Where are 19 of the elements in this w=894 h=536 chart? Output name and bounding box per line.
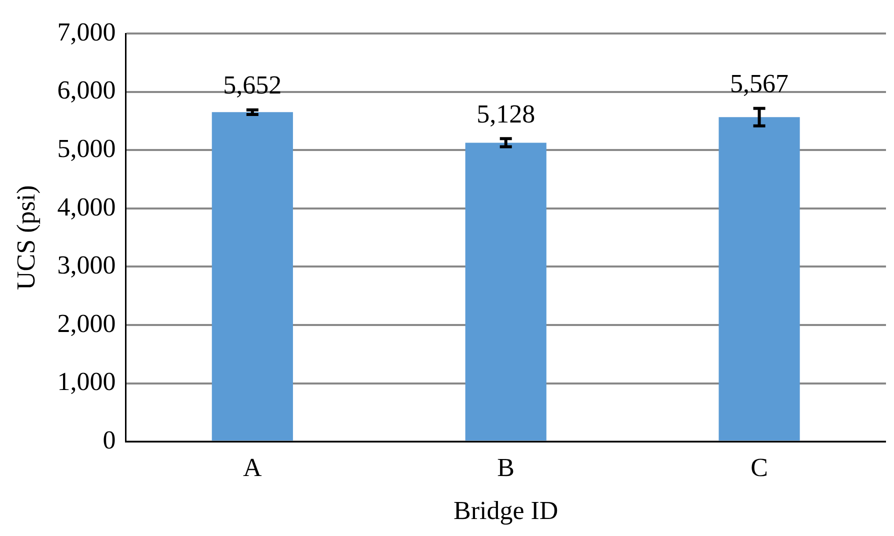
data-label: 5,128 (476, 99, 536, 128)
x-tick-label: C (750, 453, 768, 482)
y-tick-label: 3,000 (57, 250, 116, 280)
y-tick-label: 1,000 (57, 367, 116, 396)
bar (212, 112, 293, 441)
y-tick-label: 2,000 (57, 308, 116, 338)
x-tick-label: A (243, 453, 262, 482)
x-axis-title: Bridge ID (454, 496, 558, 526)
data-label: 5,652 (223, 70, 282, 100)
y-tick-label: 0 (102, 425, 116, 454)
y-tick-label: 7,000 (57, 17, 116, 46)
y-tick-label: 4,000 (57, 192, 116, 222)
data-label: 5,567 (730, 69, 789, 98)
y-axis-title: UCS (psi) (11, 185, 40, 290)
y-tick-label: 5,000 (57, 134, 116, 163)
bar (718, 117, 800, 441)
bar (465, 142, 546, 441)
y-tick-label: 6,000 (57, 76, 116, 105)
x-tick-label: B (497, 453, 515, 482)
